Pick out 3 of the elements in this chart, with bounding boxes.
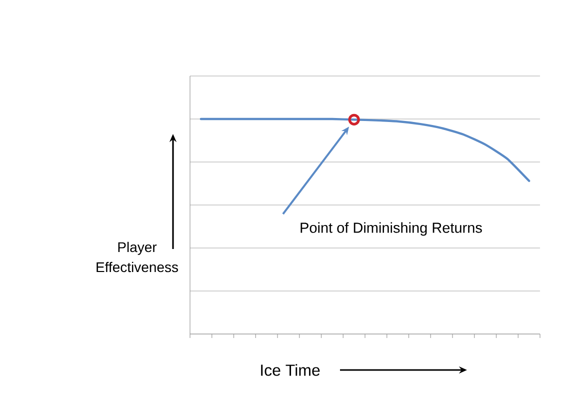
- x-axis-title: Ice Time: [261, 364, 320, 376]
- y-axis-title: Player Effectiveness: [96, 242, 178, 272]
- annotation: Point of Diminishing Returns: [300, 222, 482, 236]
